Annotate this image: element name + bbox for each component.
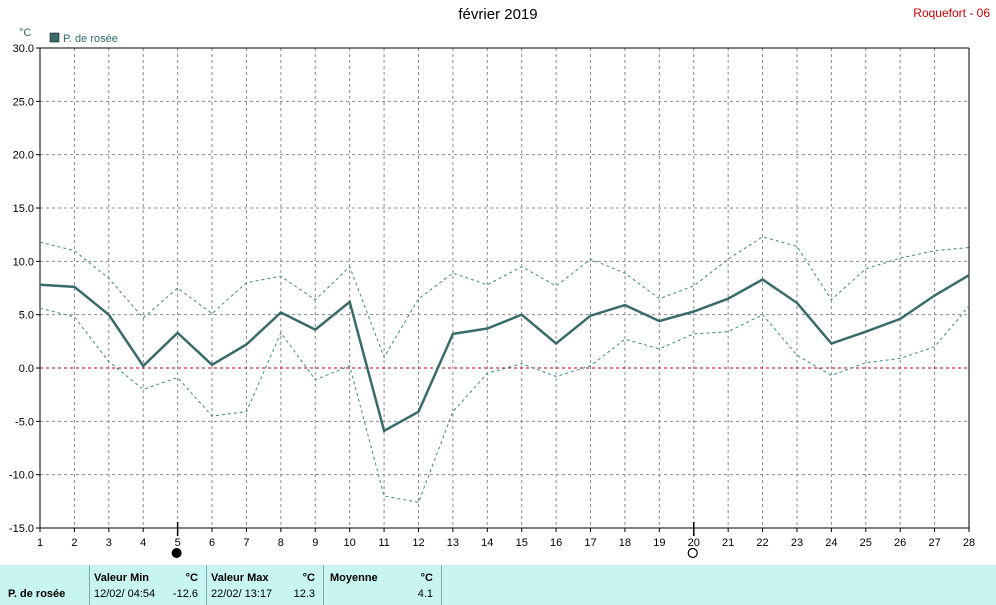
y-tick-label: -5.0 [15, 416, 34, 428]
x-tick-label: 8 [278, 537, 284, 549]
y-tick-label: -10.0 [9, 470, 34, 482]
x-tick-label: 26 [894, 537, 906, 549]
avg-cell: Moyenne °C 4.1 [324, 565, 442, 605]
y-tick-label: 30.0 [13, 43, 34, 55]
x-tick-label: 20 [688, 537, 700, 549]
x-tick-label: 1 [37, 537, 43, 549]
x-tick-label: 22 [756, 537, 768, 549]
y-tick-label: 5.0 [19, 310, 34, 322]
min-title: Valeur Min [94, 572, 150, 584]
x-tick-label: 10 [344, 537, 356, 549]
x-tick-label: 24 [825, 537, 837, 549]
stats-footer: P. de rosée Valeur Min °C 12/02/ 04:54 -… [0, 565, 996, 605]
full-moon-icon [171, 548, 182, 558]
new-moon-icon [687, 547, 698, 559]
series-line-lower-dashed [39, 305, 970, 503]
footer-label-cell: P. de rosée [0, 565, 90, 605]
min-date: 12/02/ 04:54 [94, 588, 156, 600]
max-title: Valeur Max [211, 572, 269, 584]
dew-point-chart: 30.0 25.0 20.0 15.0 10.0 5.0 0.0 -5.0 -10.0 -15.0… [9, 27, 975, 559]
x-tick-label: 12 [412, 537, 424, 549]
legend-swatch [49, 32, 60, 43]
max-cell: Valeur Max °C 22/02/ 13:17 12.3 [207, 565, 324, 605]
x-tick-label: 7 [243, 537, 249, 549]
series-line-upper-dashed [39, 236, 970, 359]
x-tick-label: 14 [481, 537, 493, 549]
y-tick-label: 10.0 [13, 256, 34, 268]
avg-unit: °C [420, 572, 433, 584]
plot-area [40, 48, 969, 528]
y-tick-label: -15.0 [9, 523, 34, 535]
x-tick-label: 18 [619, 537, 631, 549]
station-name: Roquefort - 06 [913, 6, 990, 20]
y-tick-label: 20.0 [13, 150, 34, 162]
x-tick-label: 11 [378, 537, 389, 549]
y-tick-label: 25.0 [13, 96, 34, 108]
min-value: -12.6 [172, 588, 198, 600]
series-line-dew-point [39, 274, 970, 433]
x-tick-label: 19 [653, 537, 665, 549]
x-tick-label: 13 [447, 537, 459, 549]
y-tick-label: 15.0 [13, 203, 34, 215]
min-unit: °C [185, 572, 198, 584]
avg-title: Moyenne [330, 572, 378, 584]
y-axis-unit: °C [19, 27, 31, 39]
x-tick-label: 28 [963, 537, 975, 549]
x-tick-label: 17 [584, 537, 596, 549]
x-tick-label: 2 [71, 537, 77, 549]
max-date: 22/02/ 13:17 [211, 588, 273, 600]
x-tick-label: 27 [928, 537, 940, 549]
legend-label: P. de rosée [63, 33, 118, 45]
chart-title: février 2019 [458, 6, 538, 23]
y-tick-label: 0.0 [19, 363, 34, 375]
x-tick-label: 6 [209, 537, 215, 549]
x-tick-label: 16 [550, 537, 562, 549]
x-tick-label: 25 [860, 537, 872, 549]
x-tick-label: 3 [106, 537, 112, 549]
avg-value: 4.1 [417, 588, 433, 600]
max-value: 12.3 [293, 588, 315, 600]
x-tick-label: 4 [140, 537, 146, 549]
x-tick-label: 21 [722, 537, 734, 549]
x-tick-label: 23 [791, 537, 803, 549]
max-unit: °C [302, 572, 315, 584]
min-cell: Valeur Min °C 12/02/ 04:54 -12.6 [90, 565, 207, 605]
x-tick-label: 5 [175, 537, 181, 549]
x-tick-label: 15 [516, 537, 528, 549]
footer-series-label: P. de rosée [8, 588, 66, 600]
x-tick-label: 9 [312, 537, 318, 549]
